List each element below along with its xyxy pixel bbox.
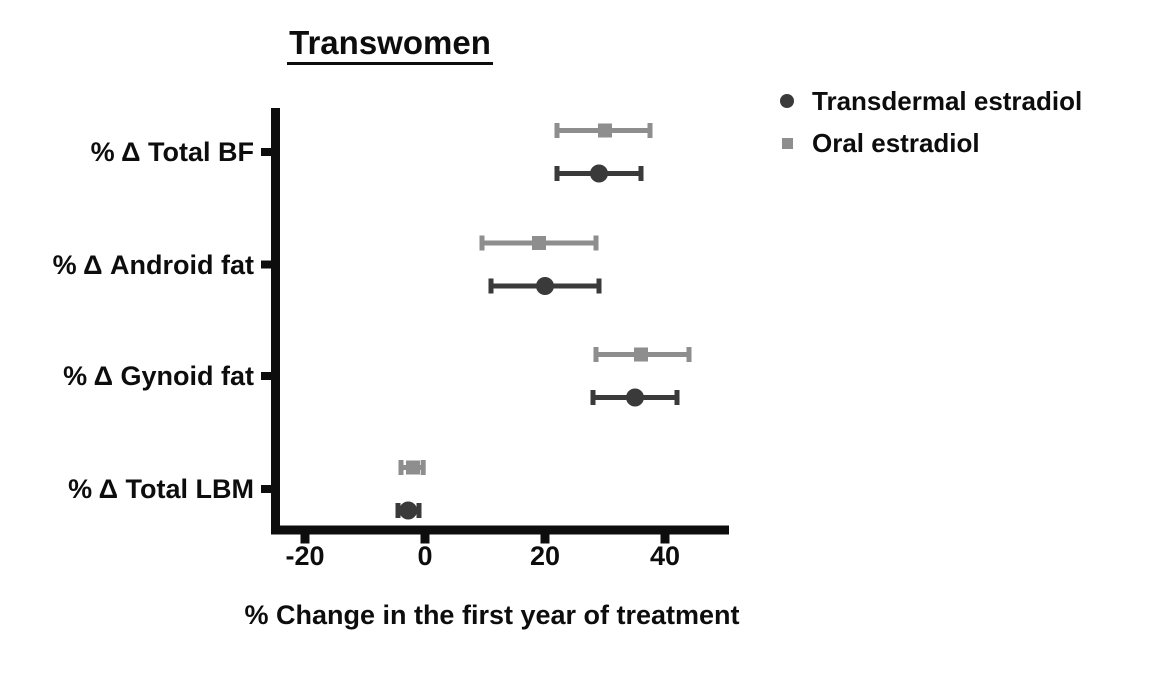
x-tick-label-0: 0 <box>417 541 433 571</box>
legend-item-transdermal: Transdermal estradiol <box>780 85 1082 117</box>
y-axis-label-total-bf: % Δ Total BF <box>90 137 254 167</box>
y-axis-label-android-fat: % Δ Android fat <box>52 250 254 280</box>
square-marker-icon <box>782 137 793 149</box>
chart-title: Transwomen <box>240 24 540 65</box>
x-tick-label-20: 20 <box>529 541 561 571</box>
y-axis-label-gynoid-fat: % Δ Gynoid fat <box>63 361 254 391</box>
y-axis-label-total-lbm: % Δ Total LBM <box>68 474 254 504</box>
chart-legend: Transdermal estradiol Oral estradiol <box>780 85 1082 169</box>
chart-title-text: Transwomen <box>287 24 493 65</box>
circle-marker-icon <box>780 94 794 108</box>
x-tick-label-40: 40 <box>649 541 681 571</box>
legend-label-transdermal: Transdermal estradiol <box>812 85 1083 116</box>
legend-item-oral: Oral estradiol <box>780 127 1082 159</box>
x-axis-title: % Change in the first year of treatment <box>244 600 740 630</box>
legend-label-oral: Oral estradiol <box>812 127 980 158</box>
x-tick-label-neg20: -20 <box>285 541 325 571</box>
